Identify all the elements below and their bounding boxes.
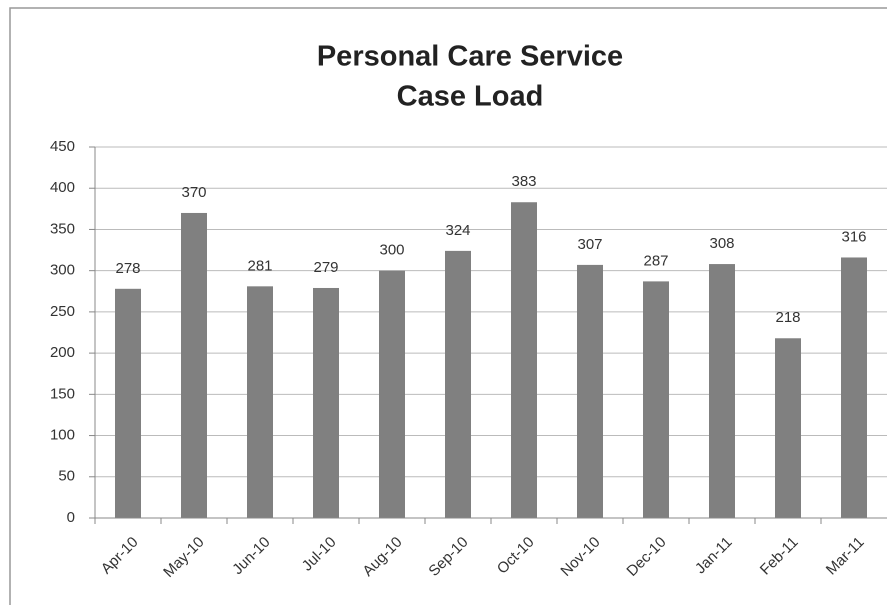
y-tick-label: 50	[58, 468, 75, 485]
bar	[445, 250, 471, 518]
y-tick-label: 100	[50, 427, 75, 444]
bar	[247, 286, 273, 518]
data-label: 324	[445, 222, 470, 239]
data-label: 300	[379, 242, 404, 259]
data-label: 281	[247, 257, 272, 274]
chart-title: Personal Care Service	[317, 41, 623, 73]
y-tick-label: 400	[50, 179, 75, 196]
bar	[511, 202, 537, 518]
data-label: 278	[115, 260, 140, 277]
y-tick-label: 200	[50, 344, 75, 361]
bar	[643, 281, 669, 518]
data-label: 316	[841, 228, 866, 245]
bar	[841, 257, 867, 518]
bar	[181, 212, 207, 518]
bar	[379, 270, 405, 518]
y-tick-label: 450	[50, 138, 75, 155]
bar	[775, 338, 801, 518]
data-label: 307	[577, 236, 602, 253]
data-label: 370	[181, 184, 206, 201]
chart-title: Case Load	[397, 81, 544, 113]
data-label: 287	[643, 252, 668, 269]
y-tick-label: 300	[50, 262, 75, 279]
data-label: 383	[511, 173, 536, 190]
y-tick-label: 350	[50, 220, 75, 237]
bar	[313, 287, 339, 518]
y-tick-label: 0	[67, 509, 75, 526]
data-label: 279	[313, 259, 338, 276]
bar	[577, 264, 603, 518]
bar	[115, 288, 141, 518]
data-label: 308	[709, 235, 734, 252]
y-tick-label: 150	[50, 385, 75, 402]
data-label: 218	[775, 309, 800, 326]
y-tick-label: 250	[50, 303, 75, 320]
bar	[709, 264, 735, 518]
